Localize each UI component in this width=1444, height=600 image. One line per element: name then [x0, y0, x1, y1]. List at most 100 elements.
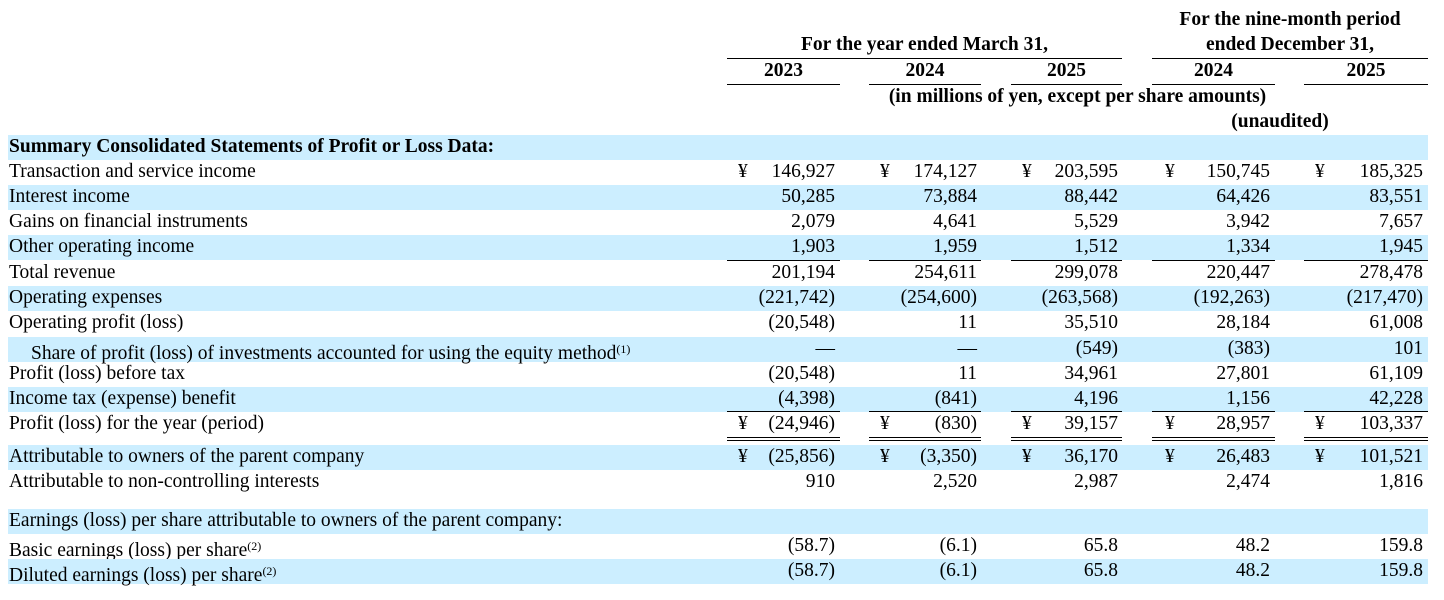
currency-sign: ¥: [880, 446, 890, 467]
cell-value: 48.2: [1235, 560, 1270, 581]
rule: [869, 440, 981, 441]
rule: [1152, 58, 1428, 59]
rule: [869, 260, 981, 261]
row-label: Basic earnings (loss) per share(2): [9, 534, 261, 563]
rule: [1011, 440, 1122, 441]
cell-value: 203,595: [1054, 161, 1118, 182]
cell-value: (6.1): [939, 560, 977, 581]
cell-value: 103,337: [1359, 413, 1423, 434]
row-label: Interest income: [9, 185, 130, 209]
row-shading: [8, 234, 1428, 260]
label-text: Basic earnings (loss) per share: [9, 540, 248, 561]
rule: [869, 411, 981, 412]
cell-value: 73,884: [923, 186, 977, 207]
rule: [1152, 411, 1275, 412]
footnote-ref: (2): [247, 539, 262, 553]
row-label: Profit (loss) for the year (period): [9, 412, 264, 436]
cell-value: 7,657: [1379, 211, 1423, 232]
year-heading: 2024: [905, 60, 945, 81]
rule: [727, 437, 840, 438]
row-label: Share of profit (loss) of investments ac…: [31, 337, 630, 366]
rule: [1152, 440, 1275, 441]
cell-value: 2,520: [933, 471, 977, 492]
cell-value: 2,079: [791, 211, 835, 232]
cell-value: (58.7): [787, 535, 835, 556]
currency-sign: ¥: [738, 446, 748, 467]
cell-value: 1,945: [1379, 236, 1423, 257]
currency-sign: ¥: [1165, 413, 1175, 434]
cell-value: 35,510: [1064, 312, 1118, 333]
cell-value: 1,334: [1226, 236, 1270, 257]
label-text: Gains on financial instruments: [9, 211, 248, 232]
cell-value: 2,987: [1074, 471, 1118, 492]
cell-value: 1,959: [933, 236, 977, 257]
cell-value: 174,127: [913, 161, 977, 182]
cell-value: 65.8: [1083, 535, 1118, 556]
cell-value: 910: [805, 471, 835, 492]
row-label: Operating expenses: [9, 286, 162, 310]
cell-value: (254,600): [900, 287, 977, 308]
currency-sign: ¥: [1165, 161, 1175, 182]
rule: [727, 411, 840, 412]
label-text: Profit (loss) before tax: [9, 363, 185, 384]
cell-value: 1,903: [791, 236, 835, 257]
cell-value: 3,942: [1226, 211, 1270, 232]
row-label: Earnings (loss) per share attributable t…: [9, 509, 562, 533]
label-text: Diluted earnings (loss) per share: [9, 565, 263, 586]
row-shading: [8, 336, 1428, 362]
rule: [1011, 437, 1122, 438]
cell-value: 1,156: [1226, 388, 1270, 409]
rule: [1304, 411, 1428, 412]
cell-value: 65.8: [1083, 560, 1118, 581]
cell-value: 11: [958, 312, 977, 333]
rule: [1304, 84, 1428, 85]
row-label: Diluted earnings (loss) per share(2): [9, 559, 276, 588]
cell-value: (24,946): [768, 413, 835, 434]
row-shading: [8, 285, 1428, 311]
cell-value: 254,611: [914, 262, 977, 283]
label-text: Transaction and service income: [9, 161, 256, 182]
currency-sign: ¥: [1022, 161, 1032, 182]
year-heading: 2025: [1346, 60, 1386, 81]
label-text: Interest income: [9, 186, 130, 207]
cell-value: 150,745: [1206, 161, 1270, 182]
cell-value: 48.2: [1235, 535, 1270, 556]
cell-value: 299,078: [1054, 262, 1118, 283]
row-label: Attributable to non-controlling interest…: [9, 470, 319, 494]
cell-value: (263,568): [1041, 287, 1118, 308]
footnote-ref: (1): [616, 342, 631, 356]
unaudited-note: (unaudited): [1231, 111, 1329, 132]
rule: [869, 437, 981, 438]
rule: [727, 84, 840, 85]
group-heading: For the year ended March 31,: [801, 34, 1048, 55]
cell-value: 101,521: [1359, 446, 1423, 467]
currency-sign: ¥: [880, 161, 890, 182]
cell-value: 42,228: [1369, 388, 1423, 409]
label-text: Operating profit (loss): [9, 312, 184, 333]
cell-value: (841): [934, 388, 977, 409]
currency-sign: ¥: [1315, 161, 1325, 182]
row-shading: [8, 508, 1428, 534]
label-text: Other operating income: [9, 236, 195, 257]
row-label: Profit (loss) before tax: [9, 362, 185, 386]
row-label: Summary Consolidated Statements of Profi…: [9, 135, 494, 159]
cell-value: (4,398): [778, 388, 835, 409]
cell-value: 39,157: [1064, 413, 1118, 434]
row-label: Income tax (expense) benefit: [9, 387, 236, 411]
row-label: Attributable to owners of the parent com…: [9, 445, 364, 469]
cell-value: 2,474: [1226, 471, 1270, 492]
cell-value: 278,478: [1359, 262, 1423, 283]
cell-value: (383): [1227, 338, 1270, 359]
currency-sign: ¥: [1022, 446, 1032, 467]
label-text: Operating expenses: [9, 287, 163, 308]
rule: [1304, 440, 1428, 441]
currency-sign: ¥: [738, 161, 748, 182]
cell-value: 11: [958, 363, 977, 384]
row-shading: [8, 386, 1428, 412]
rule: [1011, 411, 1122, 412]
cell-value: 1,816: [1379, 471, 1423, 492]
rule: [727, 58, 1122, 59]
rule: [727, 260, 840, 261]
rule: [1304, 437, 1428, 438]
